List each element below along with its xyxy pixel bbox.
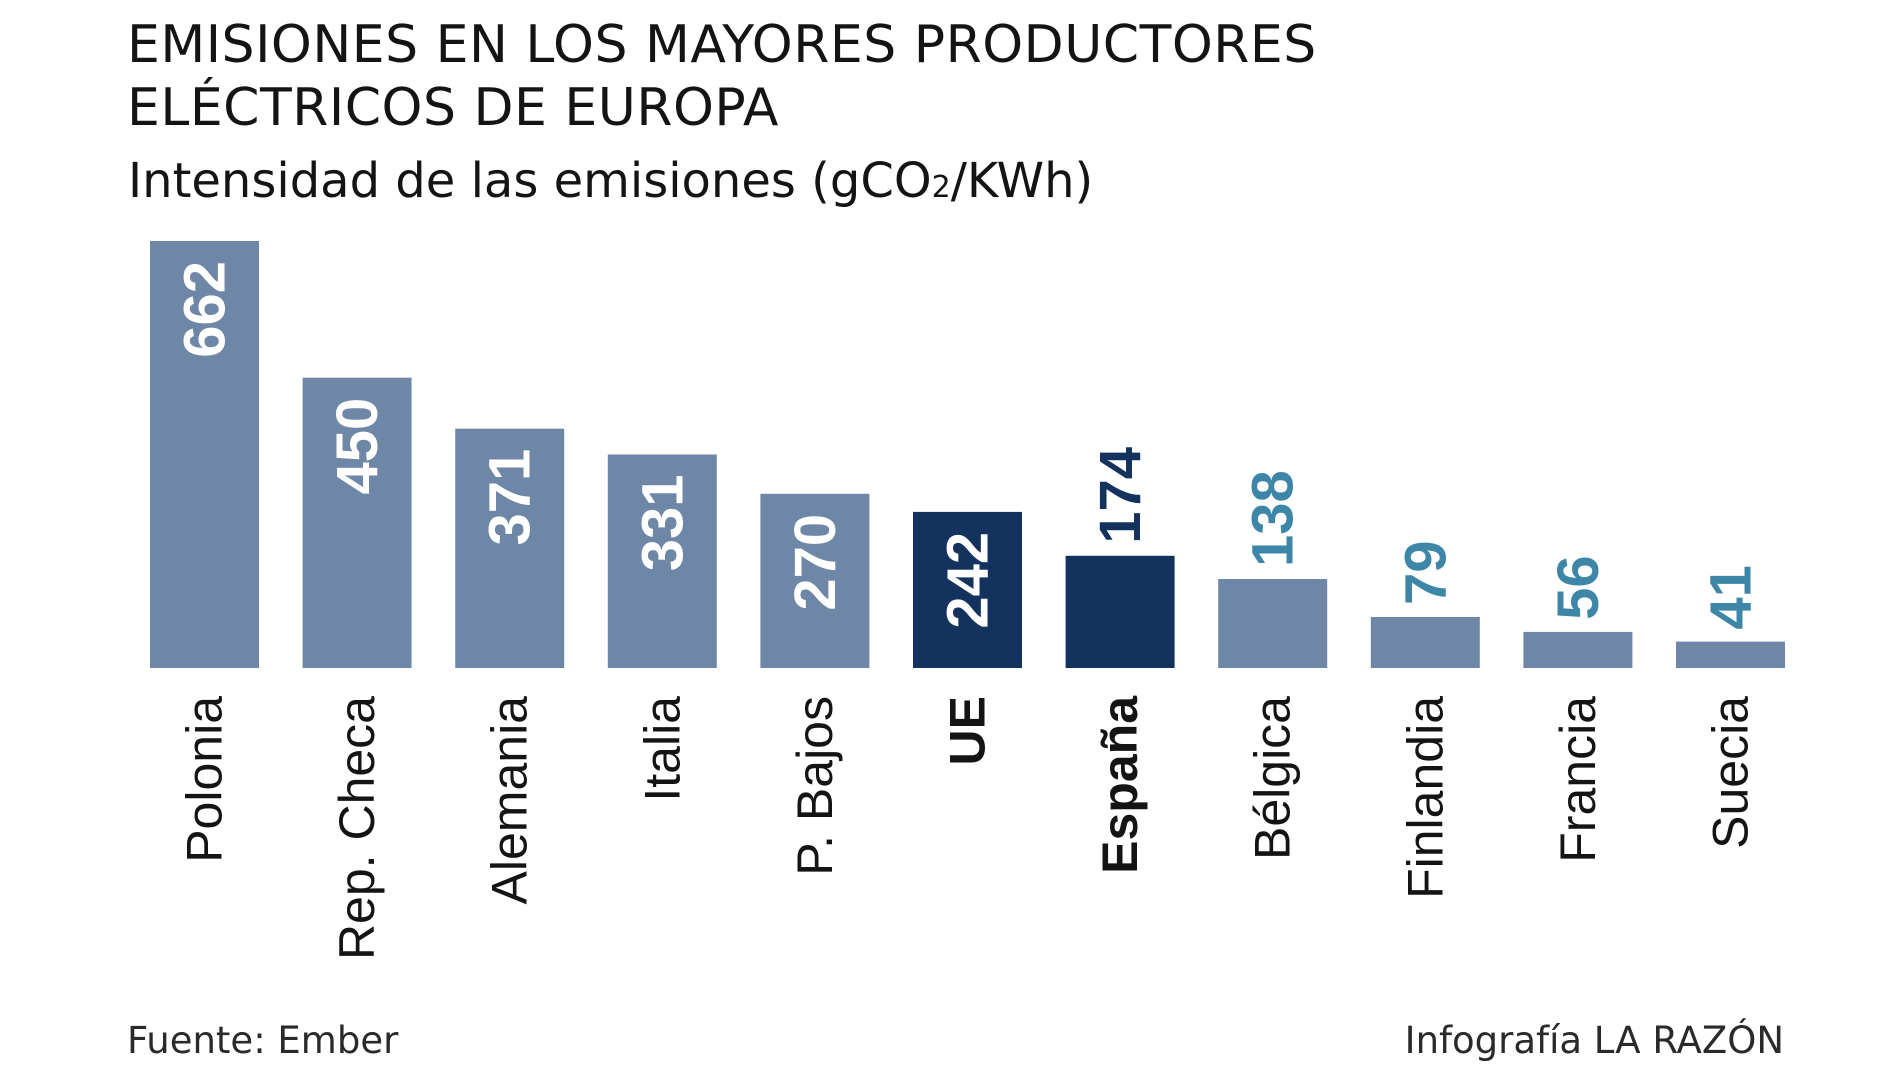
bar-italia — [607, 454, 717, 668]
category-label-suecia: Suecia — [1703, 696, 1759, 849]
bar-suecia — [1676, 641, 1785, 668]
chart-title-line-2: ELÉCTRICOS DE EUROPA — [127, 78, 780, 138]
bar-rep-checa — [302, 377, 412, 668]
bar-francia — [1523, 631, 1633, 668]
bar-espana — [1065, 555, 1175, 668]
category-label-ue: UE — [940, 696, 996, 765]
category-label-finlandia: Finlandia — [1397, 696, 1453, 899]
value-label-p-bajos: 270 — [783, 514, 848, 611]
subtitle-unit: /KWh) — [950, 153, 1094, 209]
credit-note: Infografía LA RAZÓN — [1404, 1019, 1784, 1062]
value-label-italia: 331 — [630, 475, 695, 572]
value-labels-group: 662 450 371 331 270 242 174 138 79 56 41 — [173, 261, 1764, 630]
value-label-espana: 174 — [1088, 447, 1153, 544]
value-label-polonia: 662 — [173, 261, 238, 358]
category-label-alemania: Alemania — [482, 696, 538, 905]
chart-title-line-1: EMISIONES EN LOS MAYORES PRODUCTORES — [127, 15, 1317, 75]
category-label-belgica: Bélgica — [1245, 696, 1301, 860]
chart-subtitle: Intensidad de las emisiones (gCO2/KWh) — [128, 151, 1093, 218]
subtitle-subscript: 2 — [931, 170, 951, 205]
bars-group — [150, 241, 1785, 668]
category-label-italia: Italia — [634, 696, 690, 802]
category-label-rep-checa: Rep. Checa — [329, 696, 385, 960]
chart-title: EMISIONES EN LOS MAYORES PRODUCTORES ELÉ… — [127, 14, 1627, 140]
value-label-alemania: 371 — [478, 449, 543, 546]
bar-alemania — [455, 428, 565, 668]
value-label-belgica: 138 — [1241, 470, 1306, 567]
bar-polonia — [150, 241, 259, 668]
category-label-p-bajos: P. Bajos — [787, 696, 843, 876]
bar-chart: 662 450 371 331 270 242 174 138 79 56 41 Polonia Re… — [150, 241, 1785, 960]
value-label-ue: 242 — [936, 532, 1001, 629]
value-label-finlandia: 79 — [1393, 540, 1458, 605]
category-labels-group: Polonia Rep. Checa Alemania Italia P. Bajos U… — [177, 695, 1759, 960]
bar-ue — [913, 511, 1022, 668]
source-note: Fuente: Ember — [127, 1019, 399, 1062]
value-label-suecia: 41 — [1699, 565, 1764, 630]
category-label-espana: España — [1092, 695, 1148, 874]
bar-belgica — [1218, 579, 1328, 668]
value-label-rep-checa: 450 — [325, 398, 390, 495]
bar-p-bajos — [760, 493, 870, 668]
value-label-francia: 56 — [1546, 555, 1611, 620]
subtitle-text: Intensidad de las emisiones (gCO — [128, 153, 932, 209]
category-label-polonia: Polonia — [177, 696, 233, 863]
category-label-francia: Francia — [1550, 696, 1606, 863]
bar-finlandia — [1370, 617, 1480, 668]
